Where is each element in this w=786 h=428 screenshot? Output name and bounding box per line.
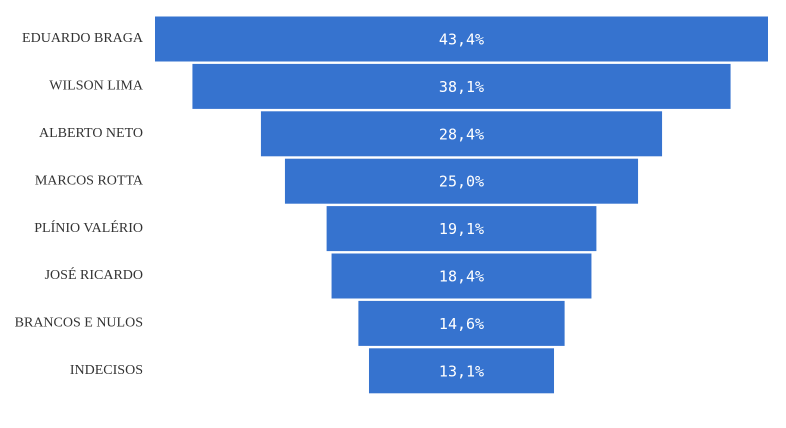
funnel-bar	[358, 300, 565, 346]
category-label: BRANCOS E NULOS	[15, 316, 143, 331]
value-label: 13,1%	[439, 362, 484, 380]
category-label: WILSON LIMA	[49, 79, 144, 94]
value-label: 19,1%	[439, 220, 484, 238]
value-label: 28,4%	[439, 125, 484, 143]
category-label: INDECISOS	[70, 363, 143, 378]
funnel-bar	[331, 253, 592, 299]
funnel-bar	[284, 158, 639, 204]
value-label: 38,1%	[439, 78, 484, 96]
value-label: 14,6%	[439, 315, 484, 333]
value-label: 43,4%	[439, 31, 484, 49]
category-label: JOSÉ RICARDO	[45, 266, 143, 283]
funnel-bar	[260, 111, 663, 157]
value-label: 25,0%	[439, 173, 484, 191]
category-label: PLÍNIO VALÉRIO	[34, 219, 143, 236]
category-label: MARCOS ROTTA	[35, 173, 144, 188]
funnel-bar	[192, 63, 731, 109]
value-label: 18,4%	[439, 268, 484, 286]
funnel-bar	[326, 206, 597, 252]
funnel-bar	[155, 16, 768, 62]
category-label: EDUARDO BRAGA	[22, 31, 144, 46]
funnel-bar	[368, 348, 555, 394]
category-label: ALBERTO NETO	[39, 126, 143, 141]
